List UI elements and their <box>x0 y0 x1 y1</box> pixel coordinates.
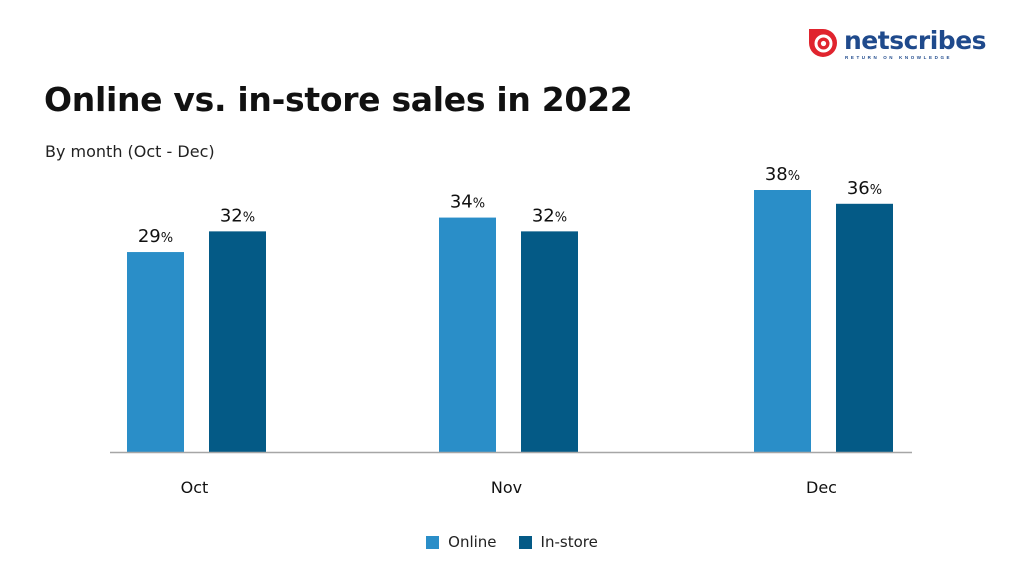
netscribes-logo-icon <box>809 29 837 57</box>
legend-swatch-online <box>426 535 440 549</box>
legend-item-in-store: In-store <box>518 533 598 551</box>
data-label-online-nov: 34% <box>450 192 485 213</box>
logo-wordmark: netscribes <box>844 26 987 55</box>
logo-tagline: RETURN ON KNOWLEDGE <box>845 55 953 60</box>
data-label-in-store-nov: 32% <box>532 205 567 226</box>
legend-swatch-in-store <box>518 535 532 549</box>
data-label-online-dec: 38% <box>765 164 800 185</box>
x-tick-label-oct: Oct <box>181 478 209 497</box>
chart-title: Online vs. in-store sales in 2022 <box>44 80 633 119</box>
chart-subtitle: By month (Oct - Dec) <box>45 142 215 161</box>
x-tick-label-nov: Nov <box>491 478 522 497</box>
legend-label-online: Online <box>448 533 497 551</box>
legend-label-in-store: In-store <box>540 533 598 551</box>
chart-legend: Online In-store <box>0 533 1024 551</box>
data-label-in-store-dec: 36% <box>847 178 882 199</box>
bar-in-store-dec <box>836 203 893 452</box>
data-label-online-oct: 29% <box>138 226 173 247</box>
data-label-in-store-oct: 32% <box>220 205 255 226</box>
bar-online-nov <box>439 217 496 452</box>
bar-in-store-oct <box>209 231 266 452</box>
legend-item-online: Online <box>426 533 497 551</box>
bar-online-dec <box>754 190 811 452</box>
brand-logo: netscribes RETURN ON KNOWLEDGE <box>808 26 998 66</box>
x-tick-label-dec: Dec <box>806 478 837 497</box>
bar-online-oct <box>127 252 184 452</box>
bar-in-store-nov <box>521 231 578 452</box>
